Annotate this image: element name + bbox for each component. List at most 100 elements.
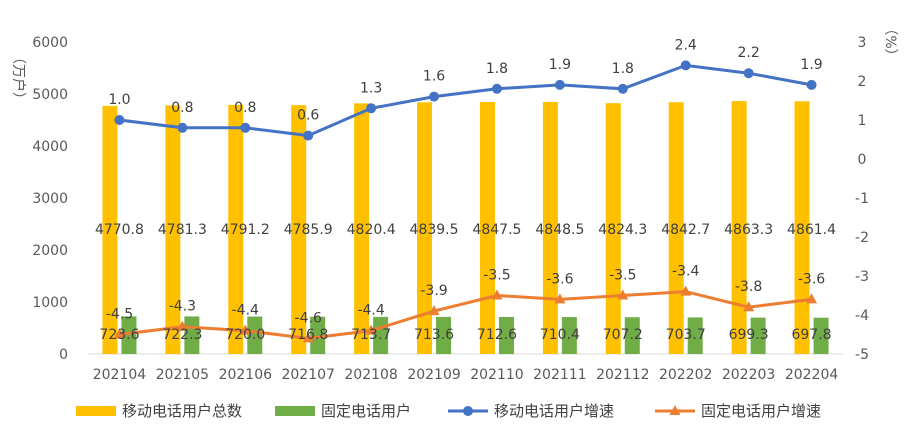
marker-fixed-growth bbox=[176, 320, 188, 331]
marker-mobile-growth bbox=[177, 122, 188, 133]
label-mobile-users: 4863.3 bbox=[724, 222, 773, 238]
marker-mobile-growth bbox=[680, 60, 691, 71]
legend-marker bbox=[463, 406, 473, 416]
bar-mobile-users bbox=[542, 101, 558, 355]
right-tick-label: -3 bbox=[855, 269, 869, 285]
marker-mobile-growth bbox=[240, 122, 251, 133]
legend-marker bbox=[669, 405, 681, 415]
label-mobile-users: 4770.8 bbox=[95, 222, 144, 238]
right-tick-label: 1 bbox=[858, 113, 867, 129]
label-mobile-growth: 0.8 bbox=[234, 100, 256, 116]
left-axis-title: （万户） bbox=[10, 50, 27, 106]
bar-mobile-users bbox=[291, 105, 307, 354]
data-labels-group: 4770.8 723.6 1.0 -4.5 4781.3 722.3 0.8 -4.3 4791… bbox=[95, 37, 836, 343]
label-fixed-growth: -3.8 bbox=[735, 279, 762, 295]
label-fixed-growth: -3.5 bbox=[609, 268, 636, 284]
marker-mobile-growth bbox=[743, 68, 754, 79]
label-mobile-users: 4791.2 bbox=[221, 222, 270, 238]
label-mobile-growth: 1.8 bbox=[612, 61, 634, 77]
x-tick-label: 202104 bbox=[93, 367, 147, 383]
label-mobile-growth: 1.9 bbox=[549, 57, 571, 73]
bar-fixed-users bbox=[436, 316, 452, 354]
label-fixed-growth: -3.5 bbox=[483, 268, 510, 284]
bar-fixed-users bbox=[310, 316, 326, 354]
label-mobile-growth: 0.6 bbox=[297, 108, 319, 124]
marker-fixed-growth bbox=[680, 285, 692, 296]
label-mobile-growth: 1.6 bbox=[423, 69, 445, 85]
x-tick-label: 202111 bbox=[533, 367, 586, 383]
label-mobile-users: 4820.4 bbox=[347, 222, 396, 238]
marker-mobile-growth bbox=[114, 115, 125, 125]
x-tick-label: 202202 bbox=[659, 367, 712, 383]
label-fixed-growth: -4.4 bbox=[232, 303, 259, 319]
bar-mobile-users bbox=[228, 104, 244, 354]
x-tick-label: 202107 bbox=[281, 367, 334, 383]
bar-fixed-users bbox=[687, 317, 703, 354]
label-mobile-users: 4861.4 bbox=[787, 222, 836, 238]
legend-label: 固定电话用户增速 bbox=[701, 402, 821, 420]
label-mobile-users: 4847.5 bbox=[472, 222, 521, 238]
right-axis-ticks: -5 -4 -3 -2 -1 0 1 2 3 bbox=[855, 35, 869, 363]
bar-mobile-users bbox=[165, 105, 181, 354]
label-fixed-users: 712.6 bbox=[477, 327, 517, 343]
left-axis-label: （万户） bbox=[10, 50, 27, 106]
x-tick-label: 202109 bbox=[407, 367, 460, 383]
label-fixed-users: 703.7 bbox=[666, 327, 706, 343]
x-tick-label: 202106 bbox=[219, 367, 273, 383]
left-tick-label: 1000 bbox=[32, 295, 68, 311]
marker-fixed-growth bbox=[113, 328, 125, 339]
marker-fixed-growth bbox=[302, 332, 314, 343]
label-fixed-users: 713.7 bbox=[351, 327, 391, 343]
marker-mobile-growth bbox=[366, 103, 377, 114]
label-mobile-growth: 1.0 bbox=[108, 92, 130, 108]
label-mobile-growth: 2.2 bbox=[737, 45, 759, 61]
marker-mobile-growth bbox=[491, 83, 502, 94]
label-fixed-users: 699.3 bbox=[729, 327, 769, 343]
right-tick-label: -5 bbox=[855, 347, 869, 363]
bar-fixed-users bbox=[813, 317, 829, 354]
label-mobile-growth: 1.8 bbox=[486, 61, 508, 77]
marker-mobile-growth bbox=[806, 79, 817, 90]
bar-fixed-users bbox=[624, 317, 640, 354]
label-mobile-users: 4781.3 bbox=[158, 222, 207, 238]
label-mobile-growth: 1.3 bbox=[360, 80, 382, 96]
right-axis-title: （%） bbox=[882, 21, 898, 62]
right-tick-label: 3 bbox=[858, 35, 867, 51]
label-mobile-users: 4848.5 bbox=[535, 222, 584, 238]
label-mobile-growth: 1.9 bbox=[800, 57, 822, 73]
marker-fixed-growth bbox=[239, 324, 251, 335]
bar-fixed-users bbox=[498, 316, 514, 354]
line-fixed-growth bbox=[119, 290, 812, 340]
marker-fixed-growth bbox=[617, 289, 629, 300]
bar-mobile-users bbox=[731, 101, 747, 354]
legend: 移动电话用户总数 固定电话用户 移动电话用户增速 固定电话用户增速 bbox=[76, 402, 821, 420]
right-tick-label: -1 bbox=[855, 191, 869, 207]
marker-fixed-growth bbox=[554, 293, 566, 304]
right-tick-label: -4 bbox=[855, 308, 869, 324]
bar-fixed-users bbox=[121, 316, 137, 354]
legend-label: 移动电话用户增速 bbox=[494, 402, 614, 420]
left-tick-label: 5000 bbox=[32, 87, 68, 103]
bar-series-group bbox=[102, 101, 829, 355]
bar-mobile-users bbox=[354, 103, 370, 354]
marker-fixed-growth bbox=[428, 305, 440, 316]
marker-fixed-growth bbox=[491, 289, 503, 300]
left-tick-label: 6000 bbox=[32, 35, 68, 51]
legend-swatch bbox=[275, 406, 315, 416]
x-tick-label: 202108 bbox=[344, 367, 397, 383]
legend-swatch bbox=[76, 406, 116, 416]
marker-fixed-growth bbox=[806, 293, 818, 304]
label-fixed-users: 697.8 bbox=[791, 327, 831, 343]
right-tick-label: 0 bbox=[858, 152, 867, 168]
bar-fixed-users bbox=[247, 316, 263, 354]
right-tick-label: -2 bbox=[855, 230, 869, 246]
label-fixed-users: 723.6 bbox=[99, 327, 139, 343]
label-fixed-users: 710.4 bbox=[540, 327, 580, 343]
label-fixed-growth: -3.9 bbox=[420, 283, 447, 299]
label-mobile-users: 4824.3 bbox=[598, 222, 647, 238]
label-fixed-growth: -3.6 bbox=[798, 271, 825, 287]
label-mobile-users: 4785.9 bbox=[284, 222, 333, 238]
label-mobile-users: 4839.5 bbox=[410, 222, 459, 238]
x-tick-label: 202105 bbox=[156, 367, 209, 383]
x-tick-label: 202204 bbox=[785, 367, 839, 383]
